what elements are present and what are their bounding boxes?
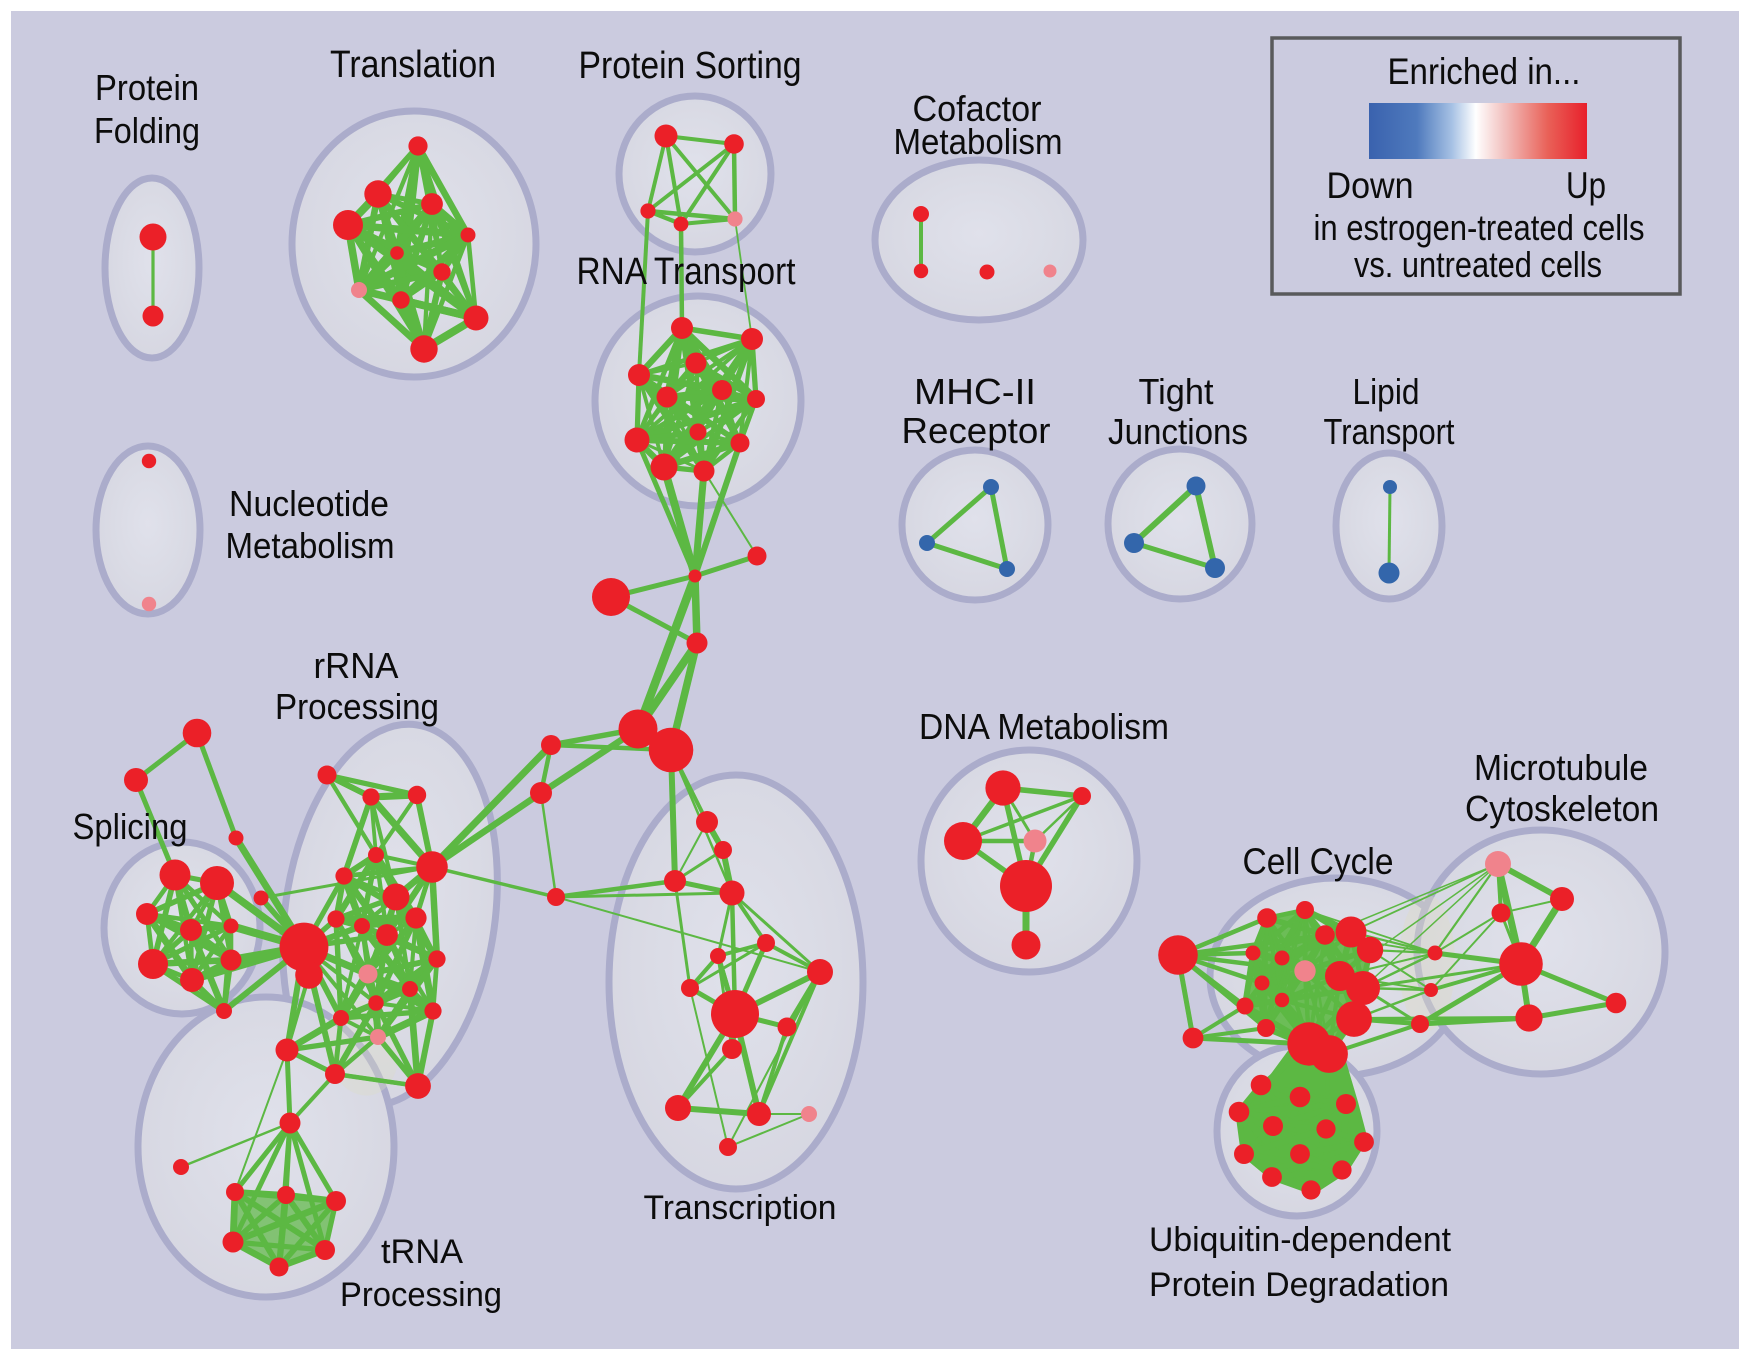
svg-text:Cofactor: Cofactor	[913, 88, 1042, 129]
svg-text:vs. untreated cells: vs. untreated cells	[1354, 244, 1602, 285]
svg-text:Ubiquitin-dependent: Ubiquitin-dependent	[1149, 1221, 1452, 1259]
svg-text:Lipid: Lipid	[1353, 371, 1420, 412]
svg-text:in estrogen-treated cells: in estrogen-treated cells	[1314, 207, 1645, 248]
svg-text:tRNA: tRNA	[381, 1233, 463, 1271]
svg-text:Protein Degradation: Protein Degradation	[1149, 1266, 1449, 1304]
svg-text:Folding: Folding	[94, 110, 200, 151]
svg-text:Metabolism: Metabolism	[894, 121, 1063, 162]
svg-text:Cytoskeleton: Cytoskeleton	[1465, 788, 1659, 829]
svg-text:rRNA: rRNA	[314, 645, 399, 686]
svg-text:Tight: Tight	[1139, 371, 1214, 412]
svg-text:Protein: Protein	[95, 67, 199, 108]
svg-text:Processing: Processing	[340, 1276, 502, 1314]
svg-text:Junctions: Junctions	[1108, 411, 1248, 452]
svg-text:Metabolism: Metabolism	[226, 525, 395, 566]
svg-text:Splicing: Splicing	[73, 806, 188, 847]
svg-text:MHC-II: MHC-II	[914, 371, 1036, 412]
svg-text:Processing: Processing	[275, 686, 439, 727]
svg-text:RNA Transport: RNA Transport	[577, 251, 796, 293]
svg-text:Nucleotide: Nucleotide	[229, 483, 389, 524]
svg-text:Up: Up	[1566, 165, 1606, 206]
svg-text:Down: Down	[1327, 165, 1414, 206]
svg-text:Enriched in...: Enriched in...	[1388, 51, 1581, 92]
svg-text:Transport: Transport	[1324, 411, 1455, 452]
svg-text:Protein Sorting: Protein Sorting	[579, 45, 802, 87]
svg-text:Cell Cycle: Cell Cycle	[1243, 841, 1394, 882]
svg-text:Microtubule: Microtubule	[1474, 747, 1648, 788]
svg-text:Receptor: Receptor	[902, 410, 1051, 451]
svg-text:DNA Metabolism: DNA Metabolism	[919, 706, 1169, 747]
svg-text:Transcription: Transcription	[644, 1189, 837, 1227]
svg-text:Translation: Translation	[330, 44, 496, 86]
